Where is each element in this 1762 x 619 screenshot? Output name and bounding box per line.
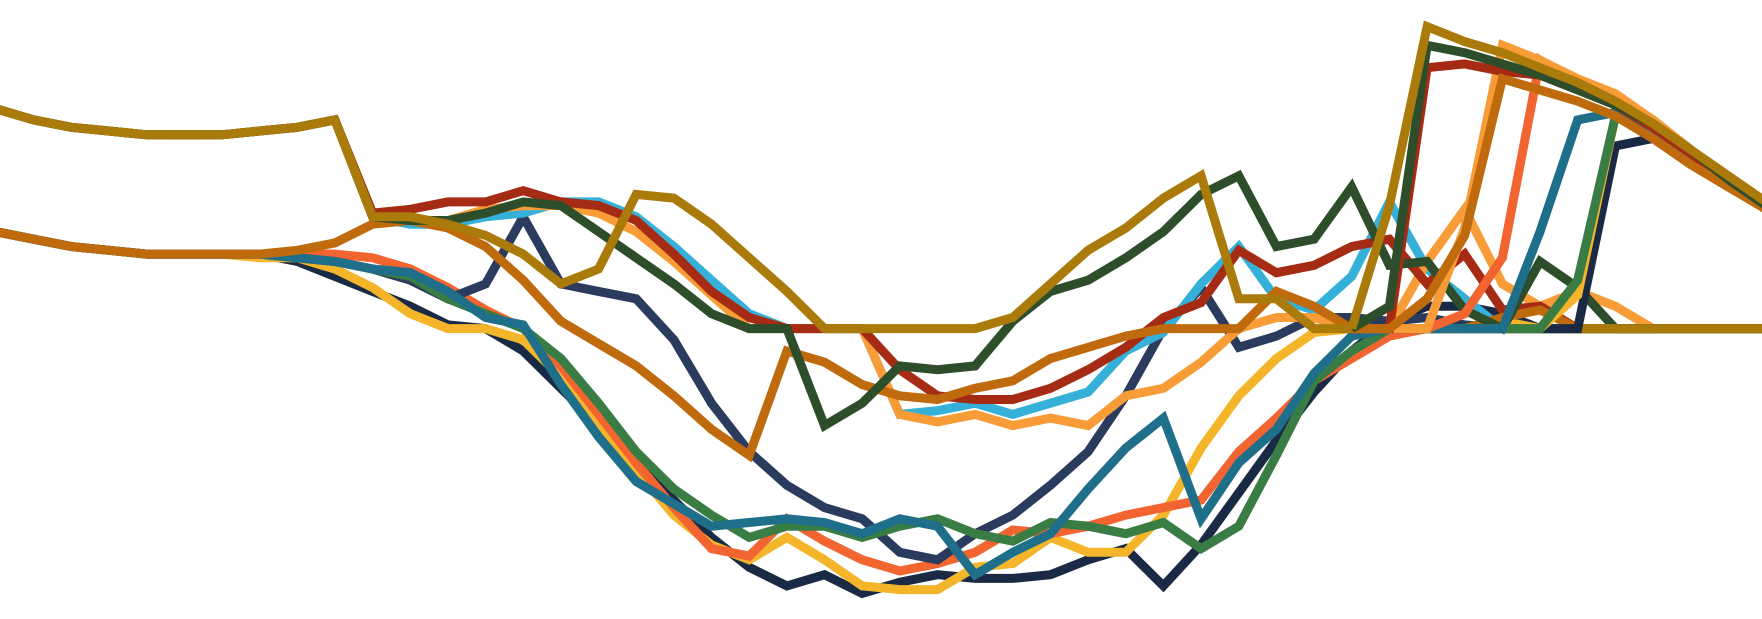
series-right-segment-10	[1347, 20, 1762, 330]
series-line-10	[0, 215, 1762, 463]
series-layer	[0, 20, 1762, 599]
series-right-segment-8	[1351, 73, 1762, 334]
